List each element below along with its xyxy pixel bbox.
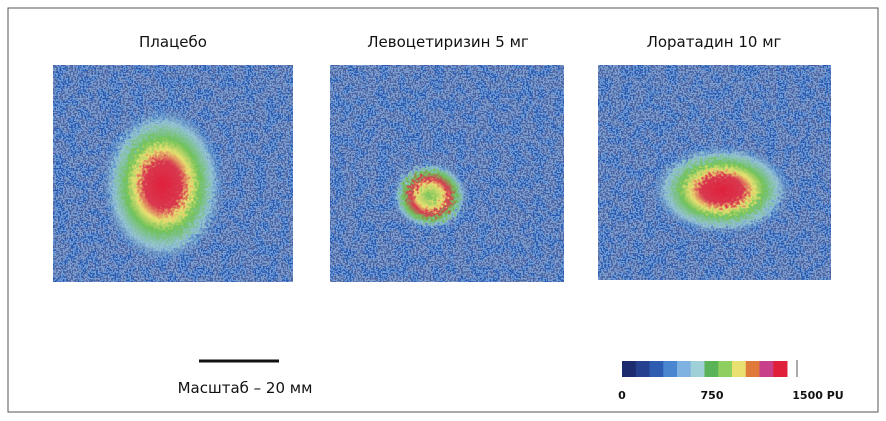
panel-title: Лоратадин 10 мг (647, 33, 782, 51)
colorbar-label: 750 (701, 389, 724, 402)
colorbar-swatch (704, 361, 719, 377)
colorbar-swatch (635, 361, 650, 377)
colorbar-swatch (732, 361, 747, 377)
colorbar-swatch (718, 361, 733, 377)
colorbar-swatch (677, 361, 692, 377)
colorbar-label: 1500 PU (792, 389, 843, 402)
image-3 (598, 65, 831, 280)
panel-title: Плацебо (139, 33, 207, 51)
panel-title: Левоцетиризин 5 мг (367, 33, 529, 51)
image-1 (53, 65, 293, 282)
frame (7, 7, 879, 413)
colorbar-swatch (759, 361, 774, 377)
colorbar-swatch (745, 361, 760, 377)
scale-label: Масштаб – 20 мм (178, 379, 313, 397)
colorbar-swatch (690, 361, 705, 377)
colorbar (622, 361, 788, 377)
image-2 (330, 65, 564, 282)
colorbar-swatch (649, 361, 664, 377)
colorbar-swatch (622, 361, 637, 377)
colorbar-label: 0 (618, 389, 626, 402)
colorbar-swatch (773, 361, 788, 377)
colorbar-swatch (663, 361, 678, 377)
